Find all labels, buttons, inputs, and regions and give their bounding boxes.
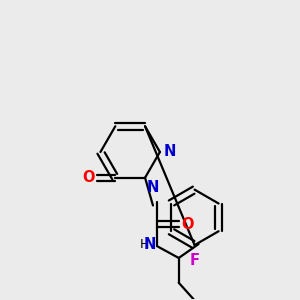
Text: H: H [140,238,149,250]
Text: N: N [144,237,156,252]
Text: N: N [147,180,159,195]
Text: N: N [164,145,176,160]
Text: F: F [190,253,200,268]
Text: O: O [182,217,194,232]
Text: O: O [82,170,94,185]
